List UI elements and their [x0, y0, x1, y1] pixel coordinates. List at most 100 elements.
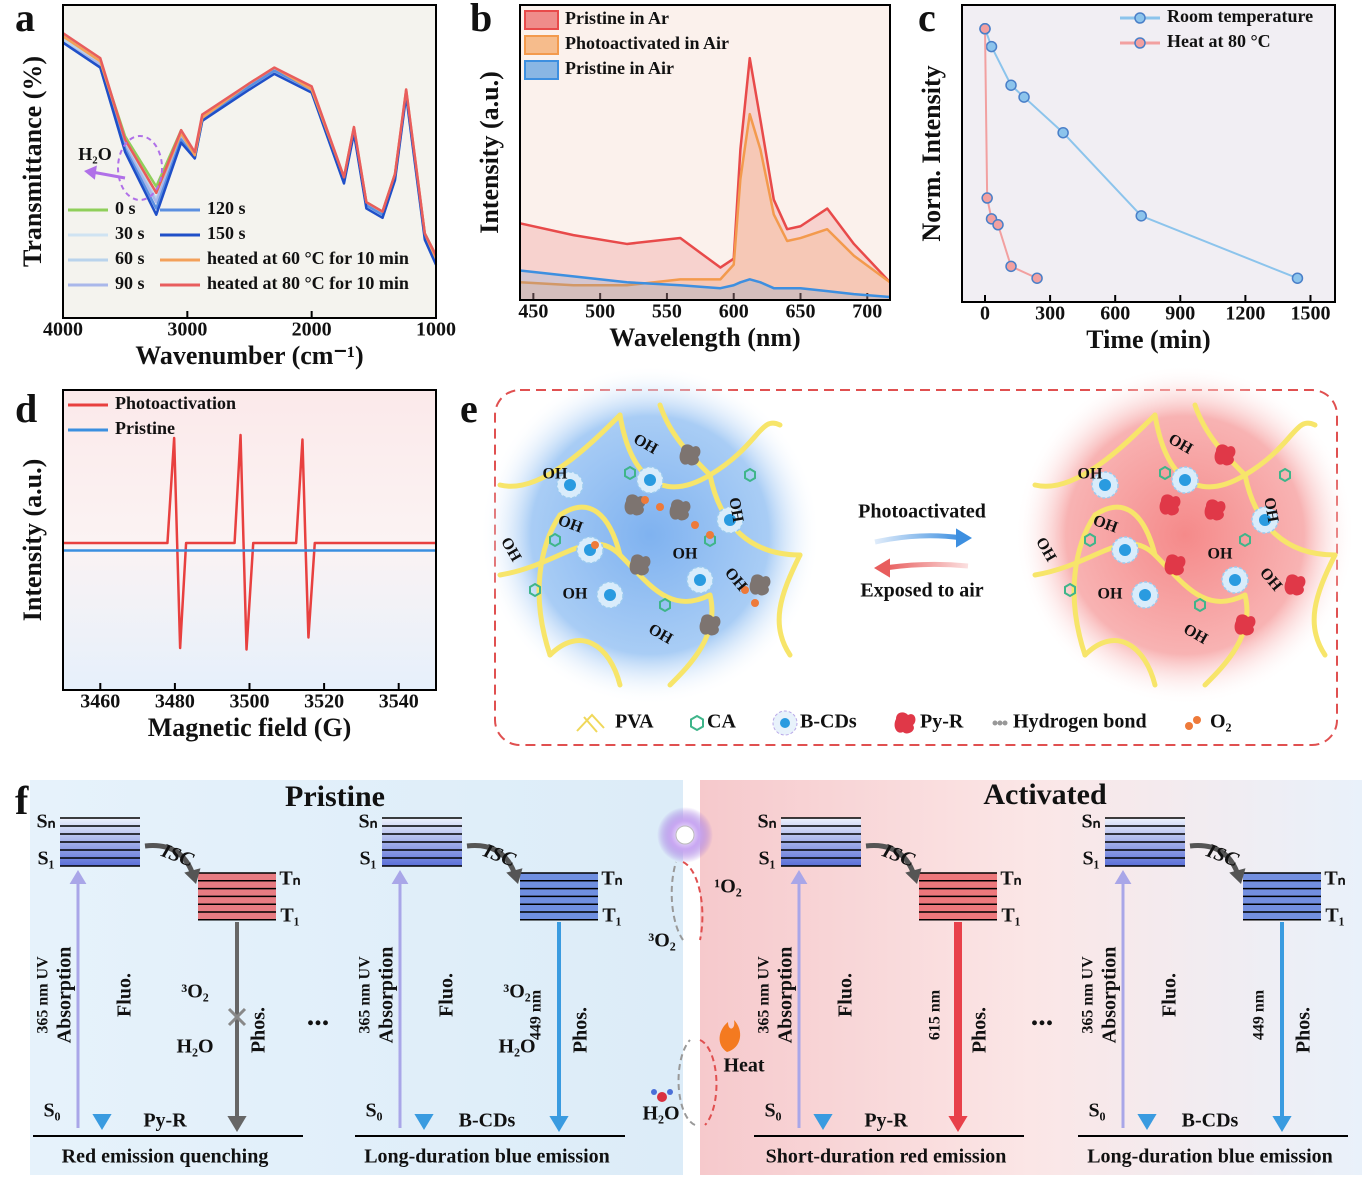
o2	[706, 531, 714, 539]
hbond-icon	[1002, 720, 1008, 726]
x-tick-label: 0	[980, 303, 990, 325]
ca	[1159, 465, 1171, 481]
isc-arrow	[466, 843, 517, 874]
ca	[1239, 532, 1251, 548]
b-cd-core	[724, 514, 736, 526]
o2	[641, 496, 649, 504]
pva-chain	[547, 638, 623, 688]
pva-chain	[557, 504, 623, 558]
panel-label: d	[15, 386, 37, 431]
legend-label: B-CDs	[800, 711, 857, 733]
fluo-label: Fluo.	[835, 973, 857, 1017]
flame	[719, 1020, 741, 1052]
legend-label: Pristine	[115, 418, 175, 438]
ca	[1064, 582, 1076, 598]
b-cd-core	[1139, 589, 1151, 601]
isc-arrow	[144, 843, 195, 874]
oh-label: OH	[673, 546, 698, 563]
frame	[62, 389, 437, 691]
pva-chain	[536, 512, 563, 658]
ca	[1279, 467, 1291, 483]
arrow-head	[549, 1116, 569, 1132]
py-r-icon	[894, 712, 916, 734]
molecule-label: B-CDs	[1182, 1110, 1239, 1132]
caption: Short-duration red emission	[766, 1146, 1007, 1168]
phos-label: Phos.	[248, 1007, 270, 1053]
py-r	[629, 554, 651, 576]
legend-label: 60 s	[115, 248, 145, 268]
arrow-head	[1137, 1114, 1157, 1130]
absorption-label: Absorption	[775, 947, 797, 1044]
legend-label: 30 s	[115, 223, 145, 243]
section-title: Activated	[983, 778, 1107, 811]
py-r	[1159, 494, 1181, 516]
o2-icon	[1193, 716, 1201, 724]
quench-cross	[227, 1007, 247, 1027]
marker	[979, 23, 991, 35]
legend-marker	[1134, 12, 1146, 24]
x-tick-label: 1200	[1225, 303, 1265, 325]
molecule-label: B-CDs	[459, 1110, 516, 1132]
level-label: S₀	[365, 1100, 382, 1122]
panel-label: a	[15, 0, 35, 40]
legend-label: Py-R	[920, 711, 964, 733]
arrow-head	[69, 870, 87, 884]
o2	[741, 586, 749, 594]
panel-label: e	[460, 386, 478, 431]
backward-label: Exposed to air	[860, 580, 983, 602]
marker	[1135, 210, 1147, 222]
arrow-head	[391, 870, 409, 884]
py-r	[1164, 554, 1186, 576]
x-tick-label: 3000	[167, 319, 207, 341]
molecule-label: Py-R	[143, 1110, 187, 1132]
legend-swatch	[524, 35, 559, 55]
level-label: Tₙ	[601, 868, 622, 890]
pva-icon	[576, 713, 605, 733]
absorption-label: Absorption	[376, 947, 398, 1044]
level-label: T₁	[280, 905, 299, 927]
fluo-label: Fluo.	[436, 973, 458, 1017]
level-label: T₁	[1001, 905, 1020, 927]
arrow-head	[227, 1116, 247, 1132]
oh-label: OH	[1260, 496, 1281, 524]
py-r	[679, 444, 701, 466]
pva-chain	[1192, 402, 1248, 478]
oh-label: OH	[543, 466, 568, 483]
x-tick-label: 700	[852, 301, 882, 323]
o2	[656, 503, 664, 511]
legend-label: O₂	[1210, 711, 1232, 733]
water-atom	[651, 1089, 657, 1095]
y-axis-label: Transmittance (%)	[18, 56, 47, 267]
legend-label: Pristine in Air	[565, 58, 674, 78]
legend-label: heated at 60 °C for 10 min	[207, 248, 409, 268]
arrow-head	[414, 1114, 434, 1130]
pva-chain	[667, 592, 715, 688]
backward-arrow	[884, 561, 969, 571]
hbond-icon	[992, 720, 998, 726]
x-tick-label: 3480	[155, 691, 195, 713]
o2-icon	[1185, 722, 1193, 730]
level-label: S₀	[1088, 1100, 1105, 1122]
x-tick-label: 300	[1035, 303, 1065, 325]
x-tick-label: 1500	[1290, 303, 1330, 325]
pva-chain	[1082, 638, 1158, 688]
arrow-head	[874, 558, 890, 578]
x-tick-label: 4000	[43, 319, 83, 341]
ellipsis: ...	[307, 999, 330, 1032]
py-r	[1234, 614, 1256, 636]
x-axis-label: Wavelength (nm)	[609, 323, 800, 352]
ca	[1084, 532, 1096, 548]
legend-label: Photoactivated in Air	[565, 33, 729, 53]
legend-marker	[1134, 37, 1146, 49]
ca	[549, 532, 561, 548]
x-tick-label: 450	[518, 301, 548, 323]
ca	[744, 467, 756, 483]
arrow-head	[1229, 868, 1246, 884]
arrow-head	[84, 165, 97, 180]
line	[62, 32, 438, 256]
legend-label: Room temperature	[1167, 6, 1313, 26]
legend-swatch	[524, 60, 559, 80]
plot-area	[520, 5, 890, 300]
legend-label: CA	[707, 711, 736, 733]
